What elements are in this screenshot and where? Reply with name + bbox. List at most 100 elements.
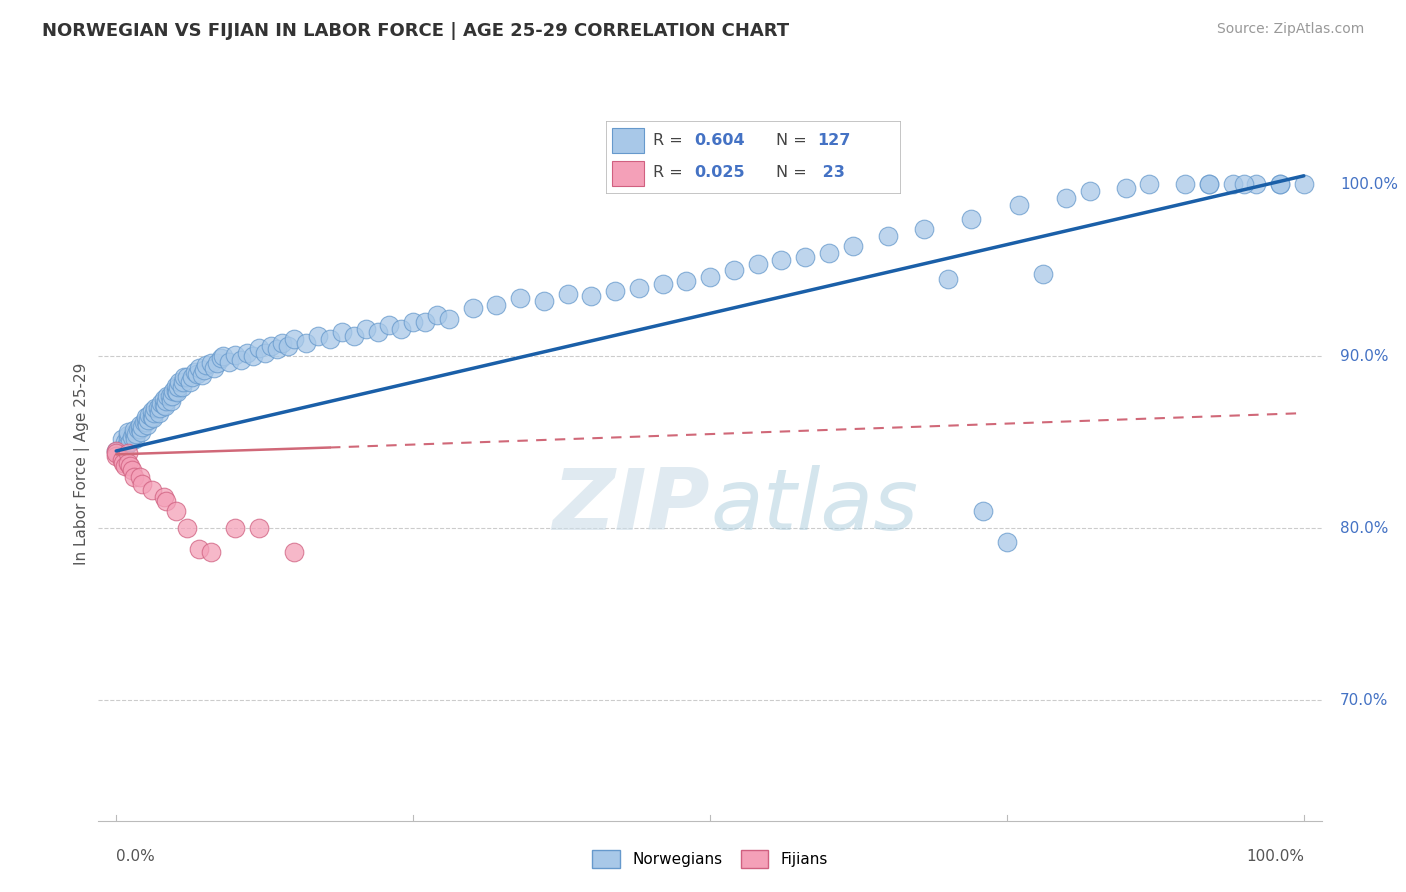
Point: [114, 459, 136, 474]
Point: [242, 350, 264, 364]
Point: [188, 541, 211, 556]
Point: [129, 425, 152, 439]
Point: [877, 229, 900, 244]
Point: [167, 380, 190, 394]
Point: [129, 469, 152, 483]
Text: 90.0%: 90.0%: [1340, 349, 1389, 364]
Point: [972, 504, 994, 518]
Point: [193, 363, 215, 377]
Text: 127: 127: [817, 133, 851, 148]
Point: [603, 284, 626, 298]
Text: N =: N =: [776, 133, 813, 148]
Point: [183, 365, 205, 379]
Point: [173, 370, 195, 384]
Point: [330, 326, 353, 340]
Text: 0.604: 0.604: [695, 133, 745, 148]
Point: [190, 368, 212, 383]
Point: [366, 326, 388, 340]
Point: [143, 406, 166, 420]
Point: [277, 339, 299, 353]
Point: [117, 428, 139, 442]
Text: 100.0%: 100.0%: [1246, 849, 1303, 864]
Point: [1198, 178, 1220, 192]
Point: [1222, 178, 1244, 192]
Point: [343, 328, 366, 343]
Point: [131, 420, 153, 434]
Point: [247, 341, 270, 355]
Point: [817, 246, 839, 260]
Point: [135, 409, 157, 424]
Point: [152, 392, 174, 407]
Point: [152, 397, 174, 411]
Point: [1246, 178, 1268, 192]
Point: [117, 445, 139, 459]
Point: [205, 356, 228, 370]
Text: 0.025: 0.025: [695, 165, 745, 180]
Point: [188, 361, 211, 376]
Point: [1268, 178, 1291, 192]
Point: [131, 476, 153, 491]
Point: [271, 335, 294, 350]
Point: [236, 346, 259, 360]
Point: [124, 432, 146, 446]
Point: [129, 418, 152, 433]
Point: [156, 389, 179, 403]
Point: [723, 263, 745, 277]
Point: [141, 404, 163, 418]
Point: [1032, 267, 1054, 281]
Point: [581, 289, 603, 303]
Point: [105, 444, 128, 458]
Text: 23: 23: [817, 165, 845, 180]
Point: [247, 521, 270, 535]
Point: [1139, 178, 1161, 192]
Point: [111, 432, 134, 446]
Point: [509, 291, 531, 305]
Point: [266, 343, 288, 357]
Point: [200, 356, 222, 370]
Text: 0.0%: 0.0%: [117, 849, 155, 864]
Point: [307, 328, 329, 343]
Point: [389, 322, 412, 336]
Point: [224, 521, 246, 535]
Point: [112, 456, 135, 470]
Point: [699, 270, 721, 285]
Text: 100.0%: 100.0%: [1340, 177, 1398, 192]
Point: [1054, 191, 1077, 205]
Point: [202, 361, 225, 376]
Point: [150, 396, 173, 410]
Point: [176, 521, 198, 535]
Point: [159, 389, 181, 403]
Point: [200, 545, 222, 559]
Point: [117, 456, 139, 470]
Point: [149, 401, 172, 415]
Point: [122, 423, 145, 437]
Point: [1198, 178, 1220, 192]
Point: [1292, 178, 1315, 192]
Point: [1078, 184, 1101, 198]
Point: [136, 413, 159, 427]
Point: [319, 332, 342, 346]
Point: [122, 426, 145, 441]
Legend: Norwegians, Fijians: Norwegians, Fijians: [586, 844, 834, 873]
Point: [105, 444, 128, 458]
Point: [120, 435, 142, 450]
Point: [283, 545, 305, 559]
Point: [186, 367, 208, 381]
Point: [533, 294, 555, 309]
Point: [165, 378, 187, 392]
Point: [153, 399, 176, 413]
Point: [111, 452, 134, 467]
Text: N =: N =: [776, 165, 813, 180]
Point: [675, 274, 697, 288]
Text: atlas: atlas: [710, 465, 918, 549]
Text: 80.0%: 80.0%: [1340, 521, 1388, 536]
Point: [461, 301, 484, 316]
FancyBboxPatch shape: [612, 161, 644, 186]
Point: [1174, 178, 1197, 192]
Point: [485, 298, 508, 312]
Point: [402, 315, 425, 329]
Point: [160, 394, 183, 409]
Point: [209, 351, 232, 365]
Text: NORWEGIAN VS FIJIAN IN LABOR FORCE | AGE 25-29 CORRELATION CHART: NORWEGIAN VS FIJIAN IN LABOR FORCE | AGE…: [42, 22, 789, 40]
Point: [121, 430, 143, 444]
